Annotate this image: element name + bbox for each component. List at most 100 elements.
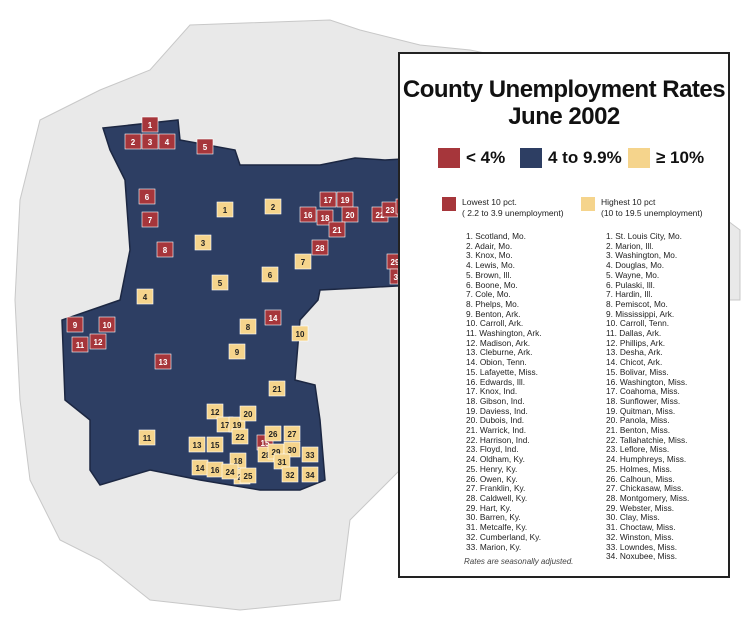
low-county-area <box>158 133 176 150</box>
county-list-item: 18. Sunflower, Miss. <box>606 395 681 406</box>
high-county-number: 9 <box>235 348 240 357</box>
high-county-area <box>264 198 282 215</box>
low-county-area <box>341 206 359 223</box>
low-county-number: 11 <box>76 341 85 350</box>
county-list-item: 28. Montgomery, Miss. <box>606 492 690 503</box>
key-swatch-mid <box>520 148 542 168</box>
high-county-number: 21 <box>273 385 282 394</box>
low-county-number: 8 <box>163 246 168 255</box>
county-list-item: 26. Calhoun, Miss. <box>606 473 675 484</box>
county-list-item: 29. Hart, Ky. <box>466 502 512 513</box>
high-county-area <box>283 425 301 442</box>
high-county-area <box>264 425 282 442</box>
high-county-number: 32 <box>286 471 295 480</box>
county-list-item: 22. Tallahatchie, Miss. <box>606 434 688 445</box>
county-list-item: 13. Cleburne, Ark. <box>466 347 533 358</box>
county-list-item: 34. Noxubee, Miss. <box>606 551 678 562</box>
high-county-number: 12 <box>211 408 220 417</box>
high-county-area <box>206 436 224 453</box>
county-list-item: 12. Madison, Ark. <box>466 337 531 348</box>
county-list-item: 7. Hardin, Ill. <box>606 289 653 300</box>
key-swatch-low <box>438 148 460 168</box>
high-county-area <box>281 466 299 483</box>
county-list-item: 14. Obion, Tenn. <box>466 357 527 368</box>
high-county-number: 26 <box>269 430 278 439</box>
high-county-number: 1 <box>223 206 228 215</box>
county-list-item: 17. Coahoma, Miss. <box>606 386 680 397</box>
key-label: 4 to 9.9% <box>548 148 622 167</box>
county-list-item: 24. Oldham, Ky. <box>466 454 525 465</box>
county-list-item: 33. Marion, Ky. <box>466 541 522 552</box>
key-high: ≥ 10% <box>628 148 704 168</box>
key-low: < 4% <box>438 148 505 168</box>
high-county-number: 3 <box>201 239 206 248</box>
low-county-area <box>328 221 346 238</box>
high-county-area <box>136 288 154 305</box>
key-label: < 4% <box>466 148 506 167</box>
county-list-item: 20. Dubois, Ind. <box>466 415 525 426</box>
county-list-item: 23. Leflore, Miss. <box>606 444 670 455</box>
high-county-area <box>301 446 319 463</box>
county-list-item: 2. Adair, Mo. <box>466 240 513 251</box>
high-county-area <box>261 266 279 283</box>
map-title: County Unemployment Rates June 2002 <box>400 76 728 130</box>
high-county-area <box>239 467 257 484</box>
county-list-item: 10. Carroll, Tenn. <box>606 318 670 329</box>
county-list-item: 29. Webster, Miss. <box>606 502 675 513</box>
county-list-item: 27. Chickasaw, Miss. <box>606 483 684 494</box>
county-list-item: 6. Boone, Mo. <box>466 279 518 290</box>
key-label: ≥ 10% <box>656 148 705 167</box>
county-list-item: 16. Washington, Miss. <box>606 376 688 387</box>
high-county-number: 2 <box>271 203 276 212</box>
county-list-item: 6. Pulaski, Ill. <box>606 279 655 290</box>
low-county-number: 15 <box>261 439 270 448</box>
high-county-number: 25 <box>244 472 253 481</box>
low-county-number: 20 <box>346 211 355 220</box>
county-list-item: 19. Daviess, Ind. <box>466 405 528 416</box>
county-list-item: 7. Cole, Mo. <box>466 289 511 300</box>
low-county-area <box>138 188 156 205</box>
highest-county-list: 1. St. Louis City, Mo. 2. Marion, Ill. 3. … <box>606 231 690 562</box>
low-county-area <box>316 209 334 226</box>
county-list-item: 25. Henry, Ky. <box>466 463 518 474</box>
high-county-number: 13 <box>193 441 202 450</box>
county-list-item: 4. Douglas, Mo. <box>606 260 665 271</box>
high-county-area <box>188 436 206 453</box>
low-county-area <box>98 316 116 333</box>
county-list-item: 30. Barren, Ky. <box>466 512 521 523</box>
low-county-area <box>154 353 172 370</box>
county-list-item: 11. Washington, Ark. <box>466 328 542 339</box>
high-county-number: 27 <box>288 430 297 439</box>
high-county-number: 31 <box>278 458 287 467</box>
high-county-number: 8 <box>246 323 251 332</box>
low-county-number: 18 <box>321 214 330 223</box>
county-list-item: 22. Harrison, Ind. <box>466 434 530 445</box>
low-county-number: 1 <box>148 121 153 130</box>
high-county-number: 16 <box>211 466 220 475</box>
county-list-item: 21. Benton, Miss. <box>606 425 671 436</box>
county-list-item: 11. Dallas, Ark. <box>606 328 662 339</box>
highest-heading: Highest 10 pct <box>601 197 656 207</box>
low-county-area <box>89 333 107 350</box>
highest-range: (10 to 19.5 unemployment) <box>601 208 703 218</box>
high-county-number: 10 <box>296 330 305 339</box>
high-county-number: 29 <box>272 448 281 457</box>
high-county-number: 11 <box>143 434 152 443</box>
high-county-area <box>211 274 229 291</box>
high-county-number: 18 <box>234 457 243 466</box>
high-county-area <box>239 318 257 335</box>
lowest-header: Lowest 10 pct.( 2.2 to 3.9 unemployment) <box>442 197 564 219</box>
county-list-item: 15. Lafayette, Miss. <box>466 366 538 377</box>
high-county-number: 5 <box>218 279 223 288</box>
high-county-number: 15 <box>211 441 220 450</box>
high-county-number: 6 <box>268 271 273 280</box>
high-county-area <box>268 380 286 397</box>
high-county-area <box>301 466 319 483</box>
county-list-item: 10. Carroll, Ark. <box>466 318 524 329</box>
high-county-area <box>291 325 309 342</box>
county-list-item: 15. Bolivar, Miss. <box>606 366 669 377</box>
low-county-area <box>319 191 337 208</box>
county-list-item: 13. Desha, Ark. <box>606 347 663 358</box>
low-county-number: 22 <box>376 211 385 220</box>
county-list-item: 3. Knox, Mo. <box>466 250 513 261</box>
